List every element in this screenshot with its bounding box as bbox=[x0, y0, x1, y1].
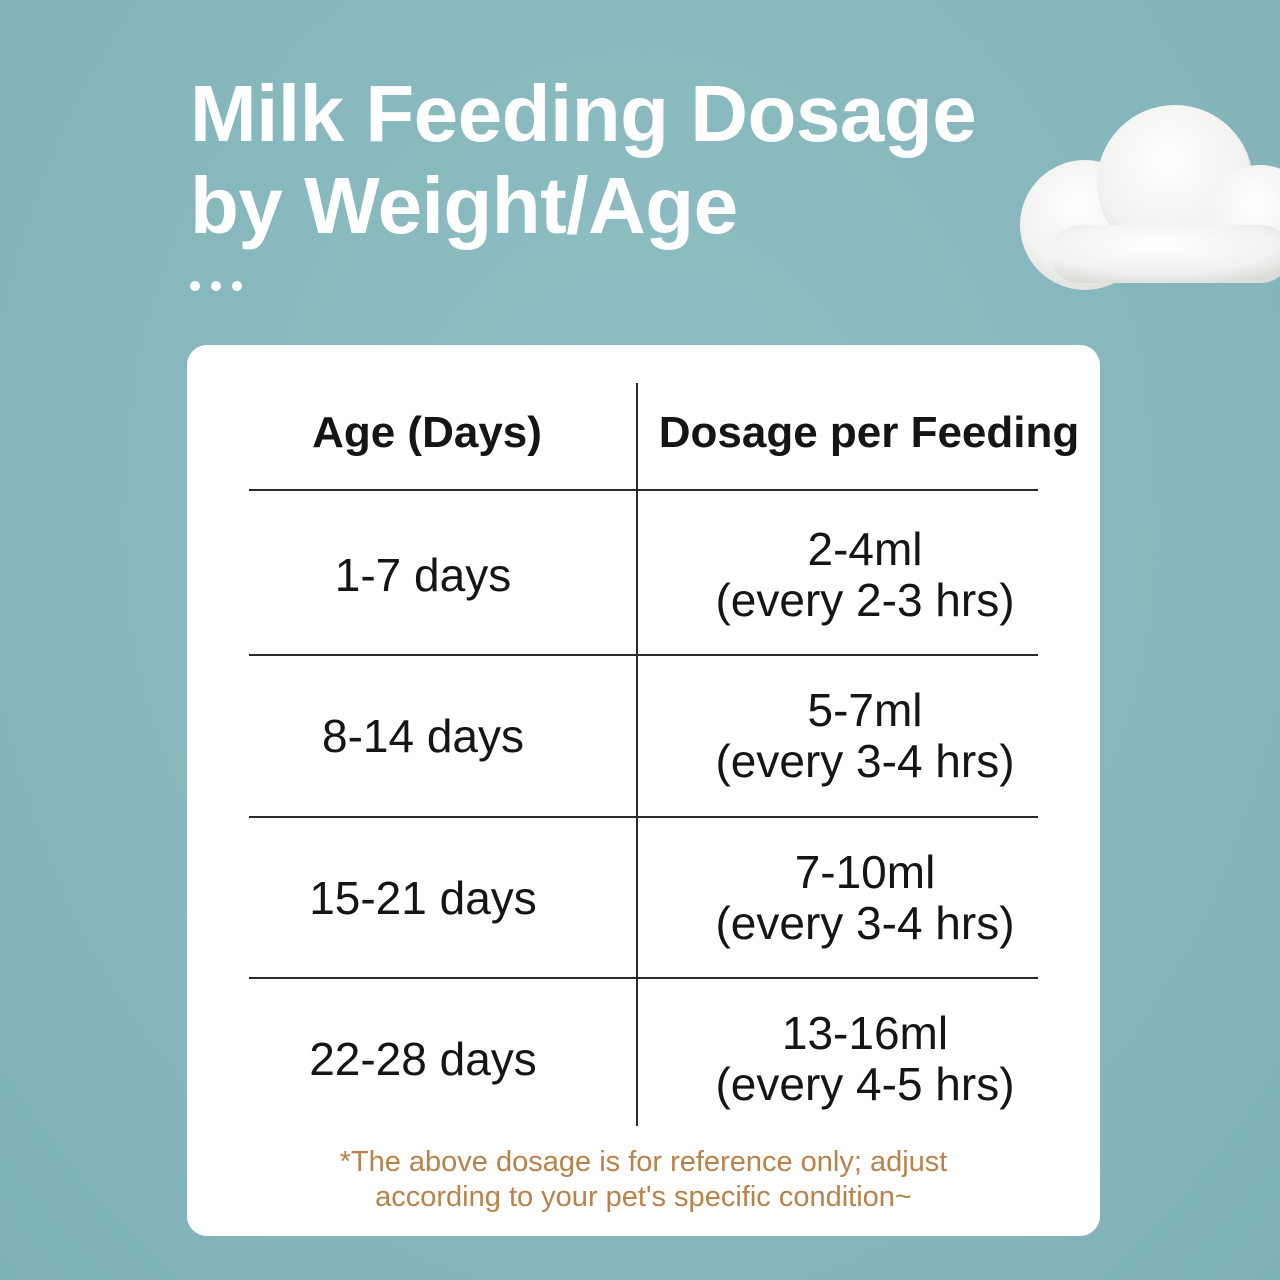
dosage-cell: 5-7ml (every 3-4 hrs) bbox=[639, 656, 1091, 816]
column-divider bbox=[636, 383, 638, 1126]
dosage-frequency: (every 3-4 hrs) bbox=[715, 897, 1015, 949]
dosage-cell: 7-10ml (every 3-4 hrs) bbox=[639, 818, 1091, 978]
disclaimer-line-1: *The above dosage is for reference only;… bbox=[339, 1146, 948, 1178]
age-cell: 22-28 days bbox=[309, 1033, 537, 1085]
header-dosage: Dosage per Feeding bbox=[658, 408, 1080, 457]
age-cell: 8-14 days bbox=[321, 710, 524, 762]
age-cell: 15-21 days bbox=[309, 872, 537, 924]
dosage-card: Age (Days) Dosage per Feeding 1-7 days 2… bbox=[187, 345, 1100, 1236]
disclaimer-note: *The above dosage is for reference only;… bbox=[187, 1145, 1100, 1215]
dot-2 bbox=[211, 281, 221, 291]
row-divider bbox=[249, 654, 1038, 656]
title-line-2: by Weight/Age bbox=[190, 161, 738, 250]
ellipsis-dots bbox=[190, 281, 242, 291]
dot-3 bbox=[232, 281, 242, 291]
title-line-1: Milk Feeding Dosage bbox=[190, 69, 977, 158]
cloud-icon bbox=[1020, 105, 1280, 290]
row-divider bbox=[249, 977, 1038, 979]
dosage-amount: 5-7ml bbox=[807, 684, 923, 736]
dosage-amount: 13-16ml bbox=[781, 1007, 949, 1059]
row-divider bbox=[249, 816, 1038, 818]
row-divider bbox=[249, 489, 1038, 491]
dosage-cell: 2-4ml (every 2-3 hrs) bbox=[639, 495, 1091, 655]
age-cell: 1-7 days bbox=[334, 549, 512, 601]
dosage-amount: 2-4ml bbox=[807, 523, 923, 575]
dosage-frequency: (every 4-5 hrs) bbox=[715, 1058, 1015, 1110]
dosage-amount: 7-10ml bbox=[794, 846, 936, 898]
dosage-frequency: (every 3-4 hrs) bbox=[715, 735, 1015, 787]
dosage-frequency: (every 2-3 hrs) bbox=[715, 574, 1015, 626]
dot-1 bbox=[190, 281, 200, 291]
page-title: Milk Feeding Dosage by Weight/Age bbox=[190, 68, 977, 252]
dosage-cell: 13-16ml (every 4-5 hrs) bbox=[639, 979, 1091, 1139]
header-age: Age (Days) bbox=[312, 408, 542, 457]
disclaimer-line-2: according to your pet's specific conditi… bbox=[375, 1181, 912, 1213]
